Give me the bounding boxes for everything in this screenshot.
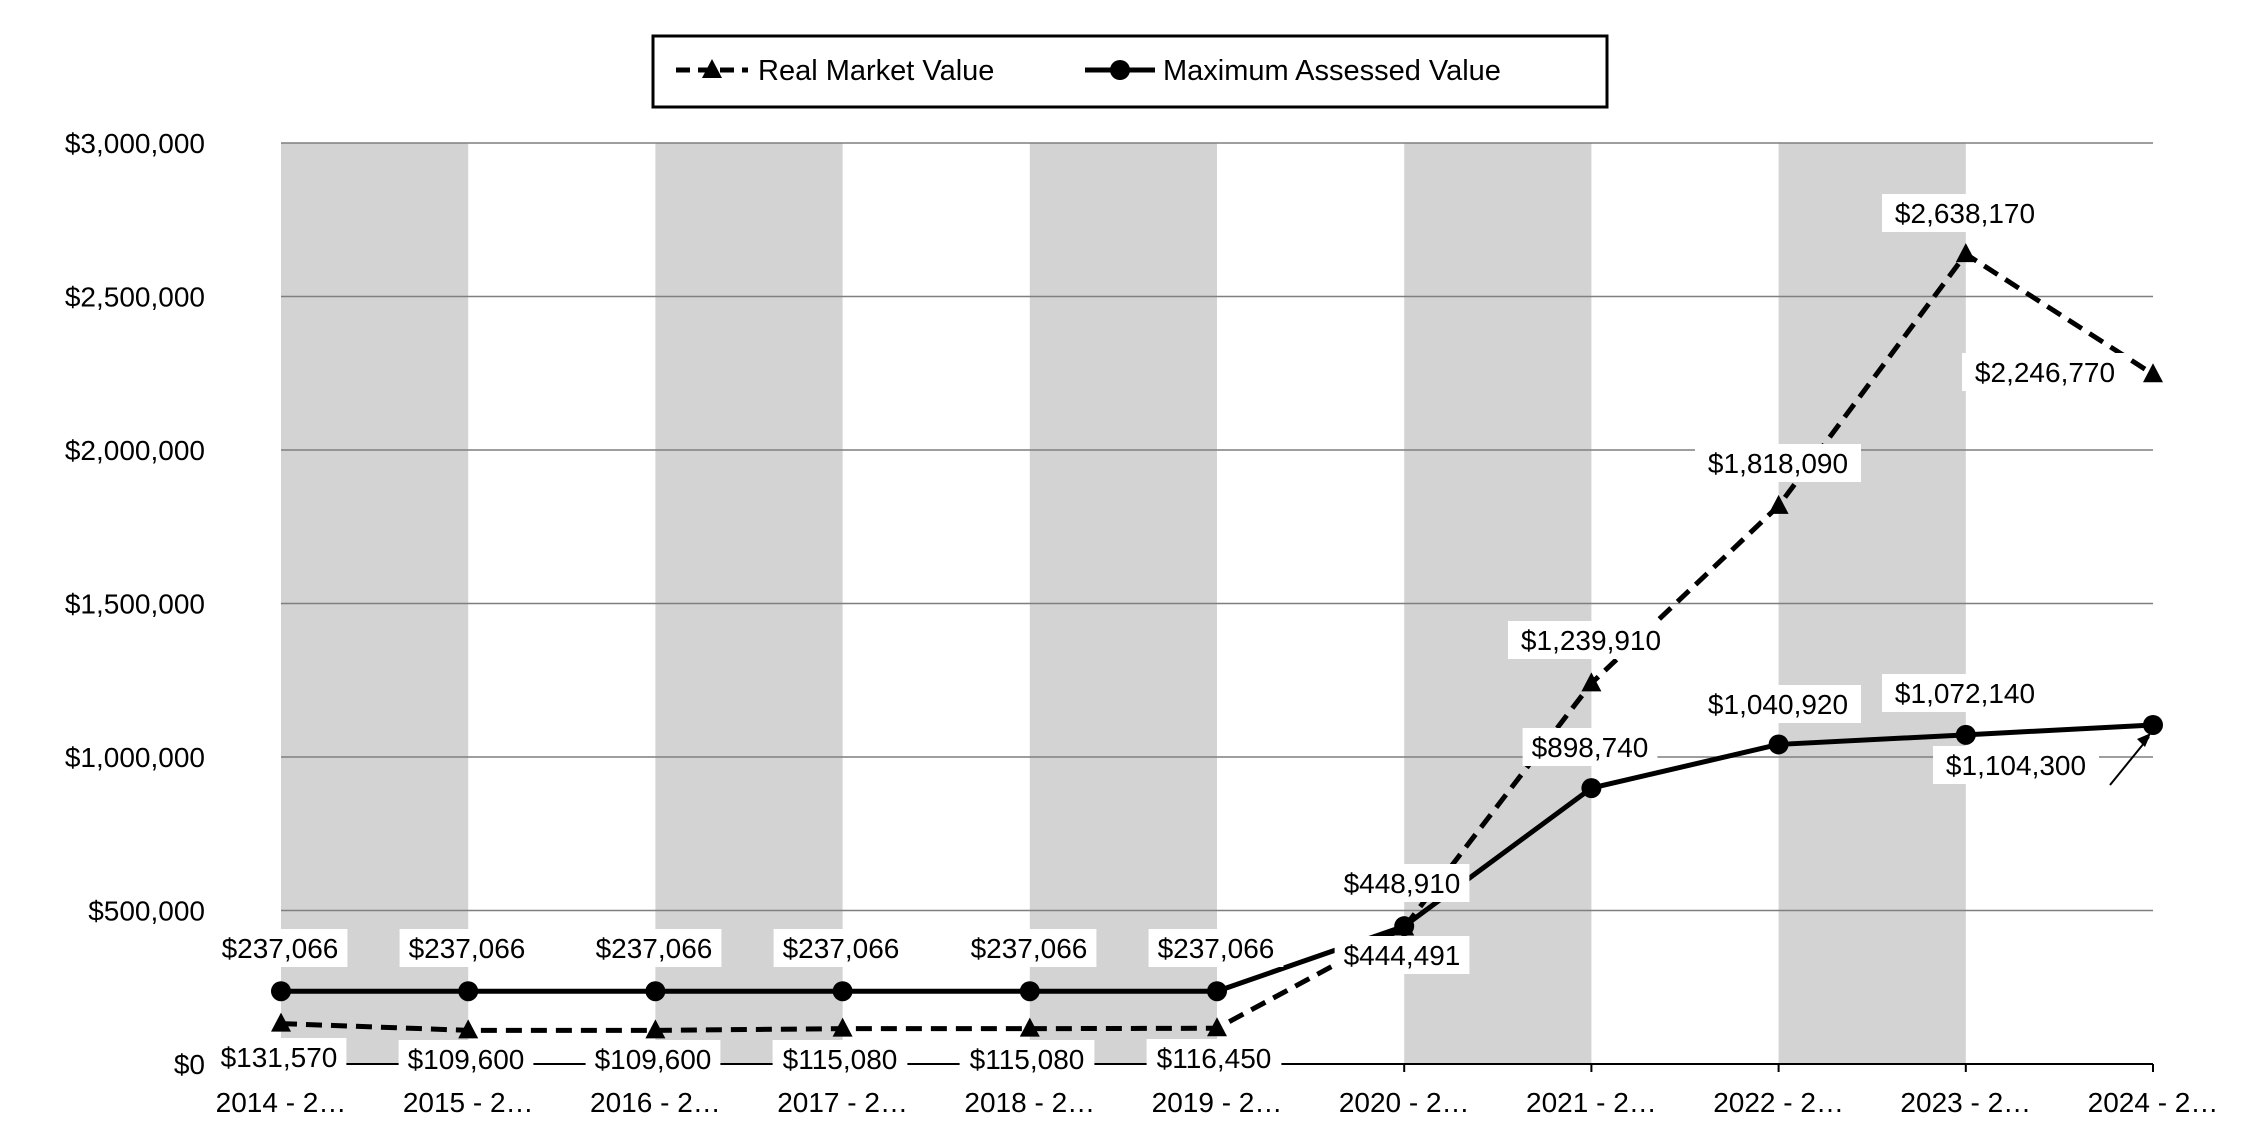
data-label-maximum-assessed-value: $1,040,920 (1708, 689, 1848, 720)
triangle-marker (271, 1012, 291, 1032)
data-label-maximum-assessed-value: $448,910 (1344, 868, 1461, 899)
data-label-bg (959, 1040, 1095, 1078)
data-label-real-market-value: $2,638,170 (1895, 198, 2035, 229)
data-label-real-market-value: $116,450 (1157, 1043, 1272, 1074)
data-label-maximum-assessed-value: $237,066 (783, 933, 900, 964)
data-label-bg (399, 929, 535, 967)
y-tick-label: $2,000,000 (65, 435, 205, 466)
data-label-bg (585, 1040, 721, 1078)
x-tick-label: 2024 - 2… (2088, 1087, 2219, 1118)
circle-marker (1768, 734, 1789, 755)
legend-box (651, 34, 1609, 109)
triangle-marker (2143, 363, 2163, 383)
y-axis-ticks: $0 $500,000 $1,000,000 $1,500,000 $2,000,000… (65, 128, 205, 1080)
x-tick-label: 2018 - 2… (964, 1087, 1095, 1118)
triangle-marker (458, 1019, 479, 1039)
circle-marker (2143, 714, 2163, 735)
x-tick-label: 2020 - 2… (1339, 1087, 1470, 1118)
x-tick-label: 2021 - 2… (1526, 1087, 1657, 1118)
y-tick-label: $3,000,000 (65, 128, 205, 159)
data-label-real-market-value: $109,600 (408, 1044, 525, 1075)
data-label-bg (1334, 936, 1470, 974)
series-markers (271, 243, 2163, 1039)
triangle-marker (1207, 1017, 1227, 1037)
x-tick-label: 2022 - 2… (1713, 1087, 1844, 1118)
data-label-maximum-assessed-value: $898,740 (1532, 732, 1649, 763)
x-tick-label: 2019 - 2… (1152, 1087, 1283, 1118)
y-tick-label: $500,000 (88, 896, 205, 927)
data-label-real-market-value: $115,080 (970, 1044, 1085, 1075)
legend-triangle-marker-icon (702, 59, 722, 78)
leader-line (2109, 736, 2150, 786)
data-label-bg (772, 1040, 908, 1078)
data-label-bg (1695, 444, 1861, 482)
data-label-real-market-value: $1,818,090 (1708, 448, 1848, 479)
triangle-marker (1768, 494, 1789, 514)
circle-marker (1394, 916, 1415, 937)
circle-marker (645, 981, 666, 1002)
data-label-real-market-value: $2,246,770 (1975, 357, 2115, 388)
data-label-bg (211, 1038, 347, 1076)
y-tick-label: $1,000,000 (65, 742, 205, 773)
legend-entry-maximum-assessed-value: Maximum Assessed Value (1085, 55, 1501, 87)
data-label-bg (773, 929, 909, 967)
leader-arrowhead (2137, 732, 2151, 747)
data-label-real-market-value: $115,080 (783, 1044, 898, 1075)
data-label-bg (1695, 685, 1861, 723)
data-label-maximum-assessed-value: $237,066 (596, 933, 713, 964)
circle-marker (1955, 724, 1976, 745)
data-label-bg (586, 929, 722, 967)
x-tick-label: 2017 - 2… (777, 1087, 908, 1118)
data-label-real-market-value: $444,491 (1344, 940, 1461, 971)
legend-label-real-market-value: Real Market Value (758, 55, 994, 87)
data-label-bg (1146, 1039, 1282, 1077)
data-label-bg (961, 929, 1097, 967)
data-label-bg (1148, 929, 1284, 967)
y-tick-label: $2,500,000 (65, 282, 205, 313)
data-label-maximum-assessed-value: $237,066 (222, 933, 339, 964)
circle-marker (458, 981, 479, 1002)
data-label-maximum-assessed-value: $1,104,300 (1946, 750, 2086, 781)
data-label-bg (1962, 353, 2128, 391)
legend-label-maximum-assessed-value: Maximum Assessed Value (1163, 55, 1501, 87)
triangle-marker (832, 1017, 853, 1037)
data-label-maximum-assessed-value: $237,066 (1158, 933, 1275, 964)
x-tick-label: 2016 - 2… (590, 1087, 721, 1118)
data-label-bg (1882, 194, 2048, 232)
data-label-real-market-value: $1,239,910 (1521, 625, 1661, 656)
y-tick-label: $1,500,000 (65, 589, 205, 620)
triangle-marker (645, 1019, 666, 1039)
data-label-bg (1334, 864, 1470, 902)
data-label-bg (1933, 746, 2099, 784)
x-tick-label: 2015 - 2… (403, 1087, 534, 1118)
data-label-bg (1882, 674, 2048, 712)
data-label-real-market-value: $109,600 (595, 1044, 712, 1075)
data-label-bg (1508, 621, 1674, 659)
circle-marker (1581, 778, 1602, 799)
triangle-marker (1955, 243, 1976, 263)
data-label-bg (1522, 728, 1658, 766)
data-label-real-market-value: $131,570 (221, 1042, 338, 1073)
data-label-bg (212, 929, 348, 967)
legend-entry-real-market-value: Real Market Value (676, 55, 994, 87)
circle-marker (271, 981, 291, 1002)
triangle-marker (1581, 672, 1602, 692)
circle-marker (832, 981, 853, 1002)
circle-marker (1207, 981, 1227, 1002)
data-label-maximum-assessed-value: $237,066 (971, 933, 1088, 964)
x-tick-label: 2023 - 2… (1900, 1087, 2031, 1118)
y-tick-label: $0 (174, 1049, 205, 1080)
data-label-maximum-assessed-value: $237,066 (409, 933, 526, 964)
data-labels: $131,570 $109,600 $109,600 $115,080 $115,080… (211, 194, 2151, 1078)
triangle-marker (1019, 1017, 1040, 1037)
legend: Real Market Value Maximum Assessed Value (651, 34, 1609, 109)
legend-circle-marker-icon (1110, 60, 1130, 80)
data-label-maximum-assessed-value: $1,072,140 (1895, 678, 2035, 709)
data-label-bg (398, 1040, 534, 1078)
x-tick-label: 2014 - 2… (216, 1087, 347, 1118)
circle-marker (1019, 981, 1040, 1002)
